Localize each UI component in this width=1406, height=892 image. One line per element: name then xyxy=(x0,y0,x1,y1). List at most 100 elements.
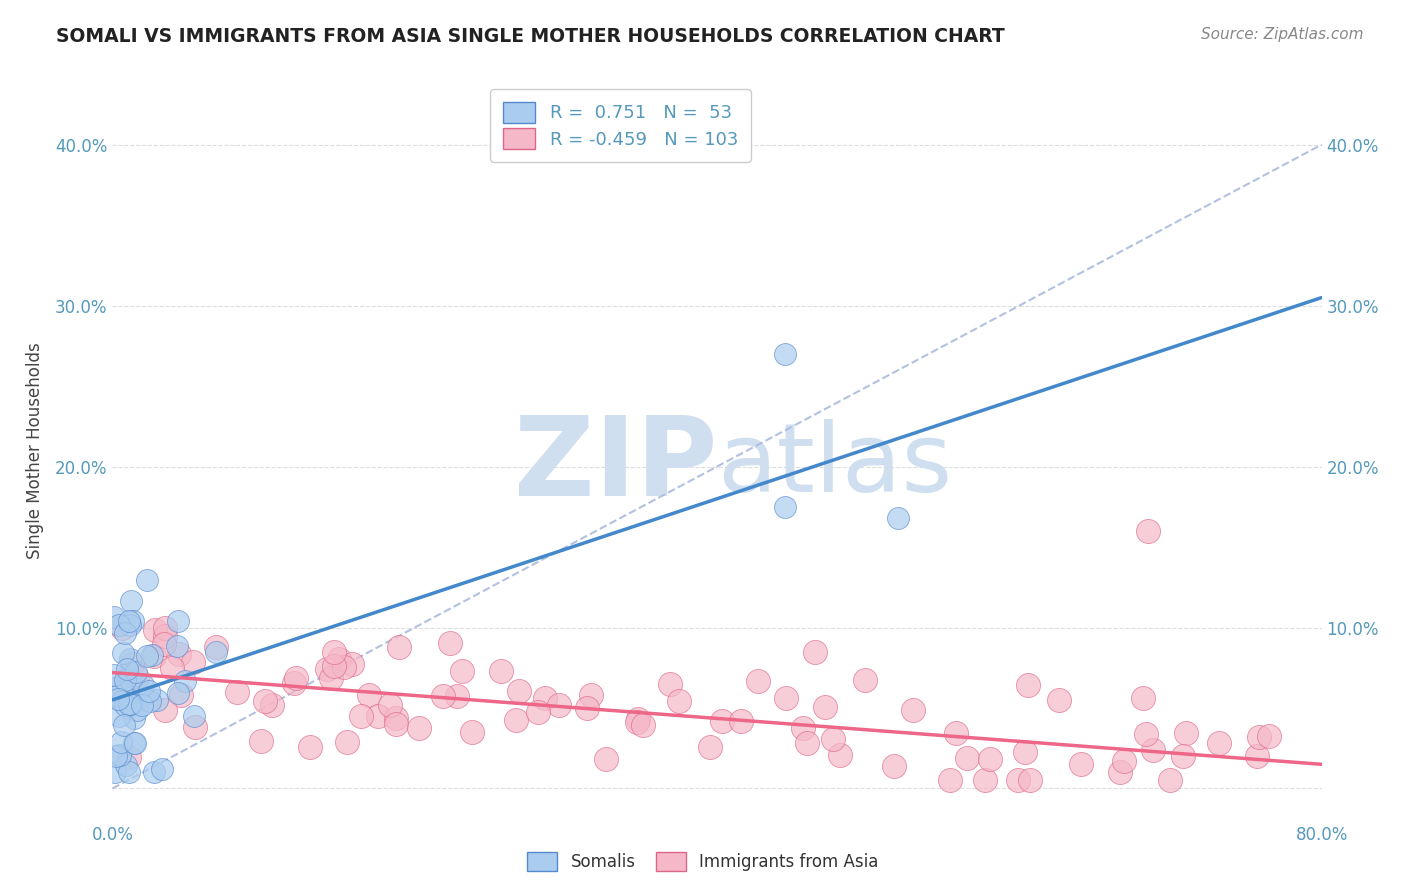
Point xyxy=(122,711,145,725)
Point xyxy=(1014,745,1036,759)
Point xyxy=(153,703,176,717)
Point xyxy=(439,635,461,649)
Text: atlas: atlas xyxy=(717,418,952,512)
Point xyxy=(821,731,844,746)
Point xyxy=(120,674,142,689)
Point xyxy=(138,684,160,698)
Point xyxy=(111,646,134,660)
Point xyxy=(575,701,598,715)
Point xyxy=(1112,754,1135,768)
Point xyxy=(626,714,648,729)
Point xyxy=(283,676,305,690)
Point xyxy=(146,693,169,707)
Point xyxy=(595,751,617,765)
Point xyxy=(853,673,876,688)
Point xyxy=(152,637,174,651)
Point xyxy=(132,689,155,703)
Point xyxy=(153,629,176,643)
Point xyxy=(548,698,571,712)
Point xyxy=(115,662,138,676)
Point xyxy=(938,773,960,788)
Point xyxy=(1019,773,1042,788)
Point xyxy=(118,765,141,780)
Point xyxy=(121,657,143,672)
Point xyxy=(1047,692,1070,706)
Point xyxy=(118,697,141,711)
Point xyxy=(120,651,142,665)
Point xyxy=(127,703,149,717)
Point xyxy=(1070,756,1092,771)
Point xyxy=(367,709,389,723)
Point xyxy=(118,614,141,628)
Point xyxy=(139,694,162,708)
Point xyxy=(120,697,142,711)
Y-axis label: Single Mother Households: Single Mother Households xyxy=(25,343,44,558)
Point xyxy=(627,712,650,726)
Point xyxy=(108,708,131,723)
Point xyxy=(114,626,136,640)
Point xyxy=(887,511,910,525)
Point xyxy=(1246,749,1268,764)
Point xyxy=(107,691,129,706)
Text: SOMALI VS IMMIGRANTS FROM ASIA SINGLE MOTHER HOUSEHOLDS CORRELATION CHART: SOMALI VS IMMIGRANTS FROM ASIA SINGLE MO… xyxy=(56,27,1005,45)
Point xyxy=(105,748,128,763)
Point xyxy=(181,655,204,669)
Point xyxy=(131,698,153,712)
Point xyxy=(1142,743,1164,757)
Point xyxy=(141,648,163,662)
Point xyxy=(527,705,550,719)
Point xyxy=(349,708,371,723)
Point xyxy=(142,765,165,780)
Point xyxy=(883,759,905,773)
Point xyxy=(340,657,363,671)
Point xyxy=(1208,736,1230,750)
Point xyxy=(773,347,796,361)
Point xyxy=(1136,524,1159,538)
Point xyxy=(142,648,165,663)
Point xyxy=(316,662,339,676)
Point xyxy=(1132,690,1154,705)
Point xyxy=(332,660,354,674)
Point xyxy=(114,673,136,687)
Point xyxy=(170,688,193,702)
Legend: Somalis, Immigrants from Asia: Somalis, Immigrants from Asia xyxy=(519,843,887,880)
Point xyxy=(136,573,159,587)
Point xyxy=(359,688,381,702)
Point xyxy=(204,640,226,654)
Point xyxy=(183,708,205,723)
Point xyxy=(828,747,851,762)
Point xyxy=(183,720,205,734)
Point xyxy=(1017,678,1039,692)
Point xyxy=(814,699,837,714)
Point xyxy=(446,689,468,703)
Point xyxy=(166,639,188,653)
Point xyxy=(668,694,690,708)
Point xyxy=(796,736,818,750)
Point xyxy=(1109,765,1132,780)
Point xyxy=(1175,726,1198,740)
Point xyxy=(804,645,827,659)
Legend: R =  0.751   N =  53, R = -0.459   N = 103: R = 0.751 N = 53, R = -0.459 N = 103 xyxy=(491,89,751,161)
Point xyxy=(956,751,979,765)
Point xyxy=(250,733,273,747)
Point xyxy=(118,673,141,688)
Point xyxy=(491,664,513,678)
Point xyxy=(385,716,408,731)
Point xyxy=(262,698,284,713)
Point xyxy=(124,736,146,750)
Point xyxy=(903,703,925,717)
Point xyxy=(118,749,141,764)
Point xyxy=(710,714,733,728)
Point xyxy=(974,773,997,788)
Text: ZIP: ZIP xyxy=(513,412,717,519)
Point xyxy=(699,739,721,754)
Point xyxy=(153,620,176,634)
Point xyxy=(104,765,127,780)
Point xyxy=(117,669,139,683)
Point xyxy=(103,610,125,624)
Point xyxy=(114,757,136,772)
Point xyxy=(150,762,173,776)
Point xyxy=(131,678,153,692)
Point xyxy=(505,713,527,727)
Point xyxy=(659,676,682,690)
